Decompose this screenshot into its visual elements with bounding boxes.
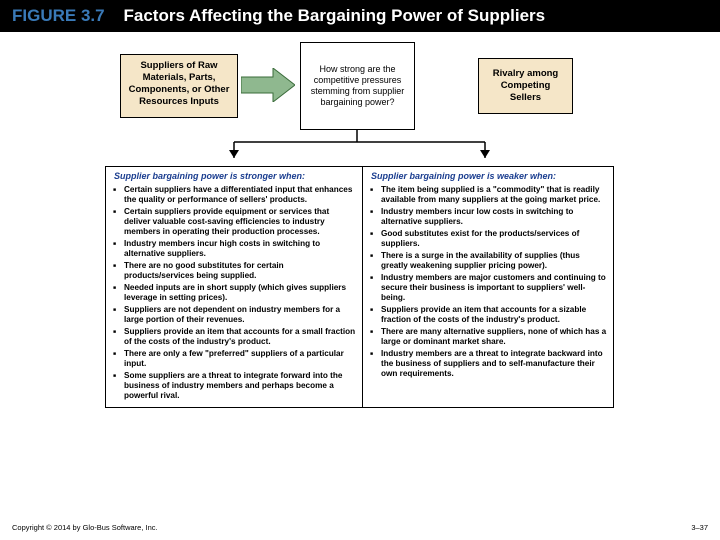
list-item: Certain suppliers have a differentiated … [122,185,356,205]
list-item: Industry members are a threat to integra… [379,349,607,379]
split-connector-icon [105,130,615,166]
columns: Supplier bargaining power is stronger wh… [0,166,720,408]
list-item: Industry members are major customers and… [379,273,607,303]
arrow-right-icon [241,68,295,102]
box-suppliers: Suppliers of Raw Materials, Parts, Compo… [120,54,238,118]
col-weaker: Supplier bargaining power is weaker when… [362,166,614,408]
box-question-text: How strong are the competitive pressures… [307,64,408,109]
figure-label: FIGURE 3.7 [12,6,105,25]
list-item: Industry members incur high costs in swi… [122,239,356,259]
figure-title: Factors Affecting the Bargaining Power o… [124,6,546,25]
list-item: Some suppliers are a threat to integrate… [122,371,356,401]
list-item: There are many alternative suppliers, no… [379,327,607,347]
col-weaker-head: Supplier bargaining power is weaker when… [371,171,607,182]
title-bar: FIGURE 3.7 Factors Affecting the Bargain… [0,0,720,32]
list-item: Suppliers are not dependent on industry … [122,305,356,325]
col-weaker-list: The item being supplied is a "commodity"… [371,185,607,379]
list-item: Good substitutes exist for the products/… [379,229,607,249]
box-question: How strong are the competitive pressures… [300,42,415,130]
list-item: Needed inputs are in short supply (which… [122,283,356,303]
list-item: Suppliers provide an item that accounts … [122,327,356,347]
list-item: There are only a few "preferred" supplie… [122,349,356,369]
box-rivalry-text: Rivalry among Competing Sellers [485,68,566,104]
copyright-text: Copyright © 2014 by Glo-Bus Software, In… [12,523,158,532]
box-rivalry: Rivalry among Competing Sellers [478,58,573,114]
list-item: The item being supplied is a "commodity"… [379,185,607,205]
col-stronger-head: Supplier bargaining power is stronger wh… [114,171,356,182]
col-stronger-list: Certain suppliers have a differentiated … [114,185,356,401]
list-item: There is a surge in the availability of … [379,251,607,271]
list-item: Suppliers provide an item that accounts … [379,305,607,325]
page-number: 3–37 [691,523,708,532]
col-stronger: Supplier bargaining power is stronger wh… [105,166,363,408]
diagram-area: Suppliers of Raw Materials, Parts, Compo… [0,36,720,166]
footer: Copyright © 2014 by Glo-Bus Software, In… [12,523,708,532]
arrow-shape [241,68,295,102]
list-item: Certain suppliers provide equipment or s… [122,207,356,237]
list-item: There are no good substitutes for certai… [122,261,356,281]
list-item: Industry members incur low costs in swit… [379,207,607,227]
